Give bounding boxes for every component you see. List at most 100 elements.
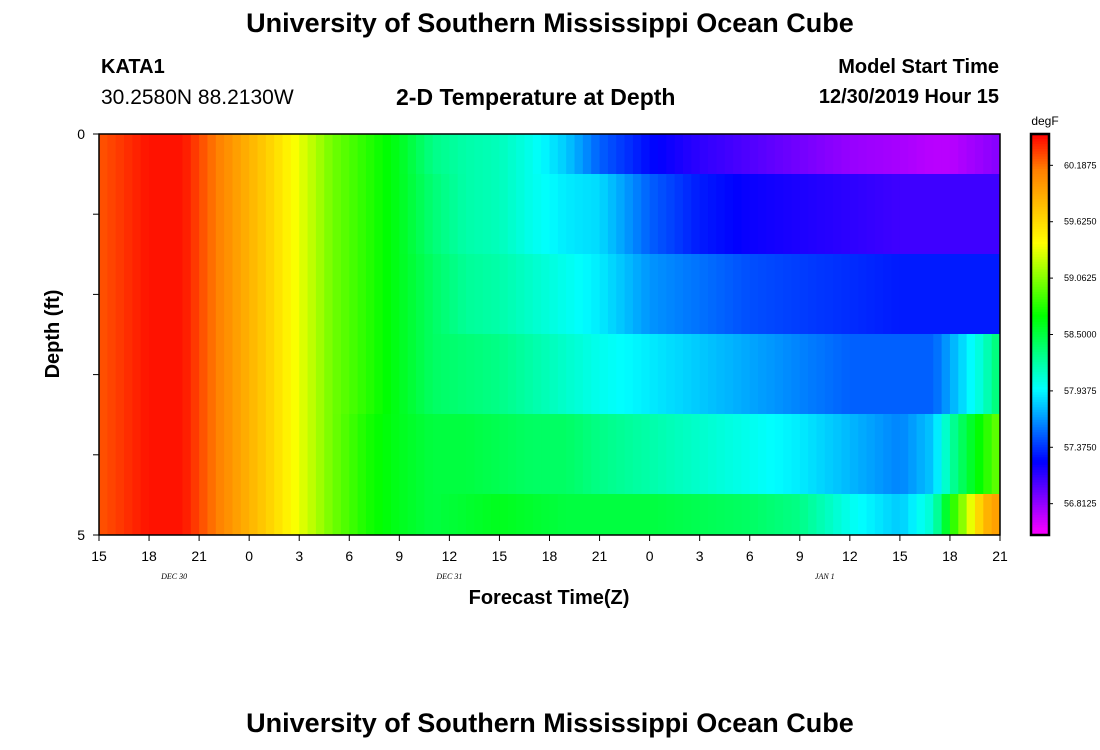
colorbar-segment [1031,434,1049,438]
heatmap-cell [733,134,742,175]
heatmap-cell [866,414,876,495]
heatmap-cell [282,254,292,335]
heatmap-cell [541,334,551,415]
heatmap-cell [632,134,642,175]
heatmap-cell [733,334,742,415]
heatmap-cell [799,134,809,175]
heatmap-cell [274,174,284,255]
heatmap-cell [949,134,959,175]
heatmap-cell [340,414,350,495]
colorbar-segment [1031,299,1049,303]
colorbar-segment [1031,407,1049,411]
heatmap-cell [949,174,959,255]
heatmap-cell [641,134,651,175]
heatmap-cell [416,494,425,535]
heatmap-cell [457,174,467,255]
heatmap-cell [149,134,158,175]
heatmap-cell [849,174,859,255]
heatmap-cell [816,174,826,255]
colorbar-segment [1031,509,1049,514]
heatmap-cell [657,414,667,495]
heatmap-cell [349,414,359,495]
colorbar-segment [1031,221,1049,225]
heatmap-cell [307,134,317,175]
colorbar-segment [1031,347,1049,351]
heatmap-cell [599,174,609,255]
colorbar-segment [1031,139,1049,143]
heatmap-cell [215,414,225,495]
heatmap-cell [274,254,284,335]
heatmap-cell [699,254,709,335]
colorbar-segment [1031,281,1049,285]
heatmap-cell [891,134,901,175]
colorbar-segment [1031,504,1049,509]
heatmap-cell [949,334,959,415]
heatmap-cell [457,414,467,495]
heatmap-cell [699,134,709,175]
heatmap-cell [591,134,601,175]
heatmap-cell [607,494,617,535]
colorbar-segment [1031,442,1049,446]
heatmap-cell [983,494,993,535]
heatmap-cell [424,494,434,535]
colorbar-segment [1031,359,1049,363]
heatmap-cell [182,134,192,175]
heatmap-cell [132,334,142,415]
heatmap-cell [257,334,267,415]
heatmap-cell [849,494,859,535]
heatmap-cell [641,414,651,495]
heatmap-cell [115,174,125,255]
heatmap-cell [240,334,250,415]
heatmap-cell [632,254,642,335]
heatmap-cell [324,254,334,335]
heatmap-cell [115,334,125,415]
heatmap-cell [374,254,384,335]
colorbar-segment [1031,169,1049,173]
colorbar-segment [1031,439,1049,443]
heatmap-cell [482,334,492,415]
heatmap-cell [933,494,943,535]
heatmap-cell [399,494,409,535]
heatmap-cell [466,254,476,335]
heatmap-cell [249,134,259,175]
heatmap-cell [766,494,776,535]
heatmap-cell [107,334,117,415]
heatmap-cell [749,414,759,495]
heatmap-cell [340,134,350,175]
heatmap-cell [649,254,659,335]
heatmap-cell [891,254,901,335]
heatmap-cell [357,174,367,255]
x-tick-label: 18 [542,548,558,564]
heatmap-cell [365,254,375,335]
heatmap-cell [482,494,492,535]
heatmap-cell [582,414,592,495]
colorbar-segment [1031,402,1049,406]
heatmap-cell [716,174,726,255]
heatmap-cell [132,414,142,495]
heatmap-cell [808,174,818,255]
heatmap-cell [224,334,234,415]
heatmap-cell [824,494,834,535]
heatmap-cell [883,174,893,255]
heatmap-cell [115,254,125,335]
heatmap-cell [841,414,851,495]
heatmap-cell [591,414,601,495]
heatmap-cell [724,414,734,495]
heatmap-cell [524,414,534,495]
heatmap-cell [858,334,868,415]
y-tick-label: 5 [77,527,85,543]
heatmap-cell [941,134,951,175]
heatmap-cell [457,254,467,335]
colorbar-segment [1031,136,1049,140]
heatmap-cell [682,414,692,495]
colorbar-tick-label: 57.3750 [1064,442,1097,452]
heatmap-cell [449,174,459,255]
heatmap-cell [332,134,342,175]
heatmap-cell [833,134,843,175]
heatmap-cell [758,334,767,415]
heatmap-cell [566,334,576,415]
heatmap-cell [207,334,217,415]
heatmap-cell [858,134,868,175]
colorbar-segment [1031,384,1049,388]
colorbar-segment [1031,159,1049,163]
